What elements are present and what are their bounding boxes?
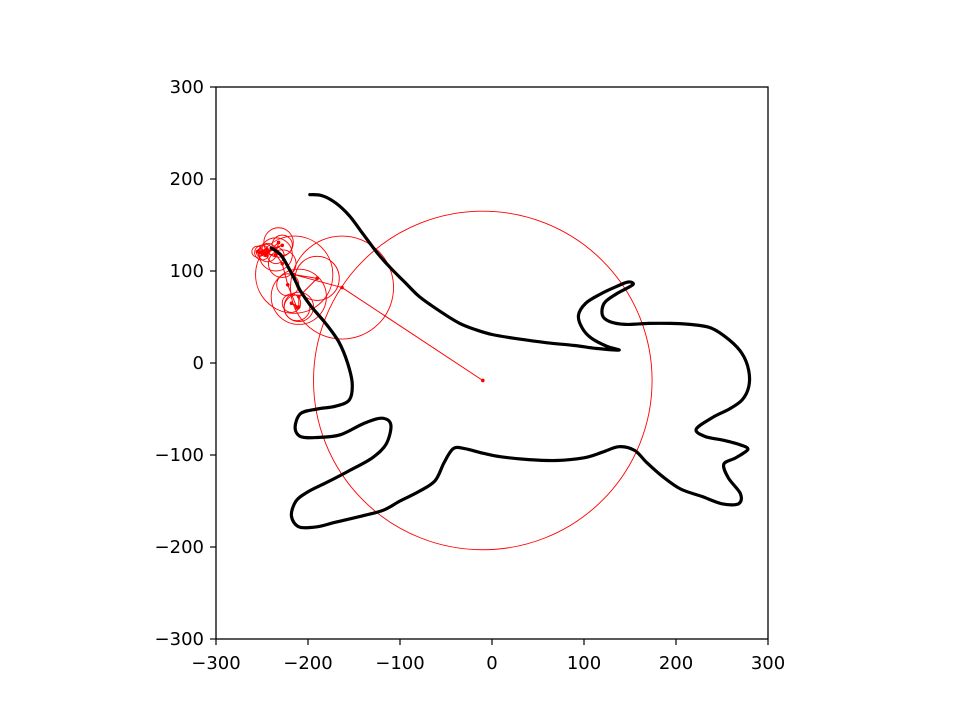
epicycle-point bbox=[276, 240, 281, 245]
y-tick-label: −100 bbox=[155, 445, 204, 466]
epicycle-circle bbox=[270, 268, 327, 325]
epicycle-point bbox=[289, 301, 294, 306]
epicycle-point bbox=[263, 253, 268, 258]
epicycle-point bbox=[255, 249, 260, 254]
epicycle-point bbox=[481, 378, 485, 383]
epicycle-point bbox=[285, 283, 290, 287]
x-tick-label: −200 bbox=[283, 653, 332, 674]
epicycle-point bbox=[315, 276, 320, 281]
epicycle-point bbox=[340, 285, 344, 290]
axes: −300 −200 −100 0 100 200 300 −300 −200 −100 0 100 20… bbox=[155, 77, 786, 674]
epicycle-point bbox=[280, 243, 285, 248]
epicycle-circle bbox=[290, 235, 395, 340]
plot-content bbox=[251, 193, 752, 551]
epicycle-point bbox=[295, 306, 299, 310]
epicycle-circle bbox=[255, 235, 334, 314]
x-tick-label: 200 bbox=[659, 653, 693, 674]
x-tick-label: 100 bbox=[567, 653, 601, 674]
epicycle-point bbox=[274, 253, 278, 258]
y-tick-label: −300 bbox=[155, 629, 204, 650]
x-tick-label: −100 bbox=[375, 653, 424, 674]
traced-curve bbox=[269, 193, 752, 530]
plot-area bbox=[251, 193, 752, 551]
epicycle-point bbox=[297, 294, 301, 299]
epicycle-circle bbox=[313, 210, 653, 551]
epicycle-point bbox=[258, 250, 262, 255]
x-tick-label: 0 bbox=[486, 653, 497, 674]
epicycle-circle bbox=[283, 294, 311, 322]
y-tick-label: 0 bbox=[193, 353, 204, 374]
x-tick-label: 300 bbox=[751, 653, 785, 674]
epicycle-circle bbox=[263, 227, 294, 258]
epicycle-point bbox=[280, 261, 285, 266]
y-tick-label: 200 bbox=[170, 169, 204, 190]
y-tick-label: 100 bbox=[170, 261, 204, 282]
y-tick-label: −200 bbox=[155, 537, 204, 558]
epicycle-point bbox=[265, 250, 270, 255]
y-tick-label: 300 bbox=[170, 77, 204, 98]
x-tick-label: −300 bbox=[191, 653, 240, 674]
epicycle-point bbox=[264, 247, 269, 251]
